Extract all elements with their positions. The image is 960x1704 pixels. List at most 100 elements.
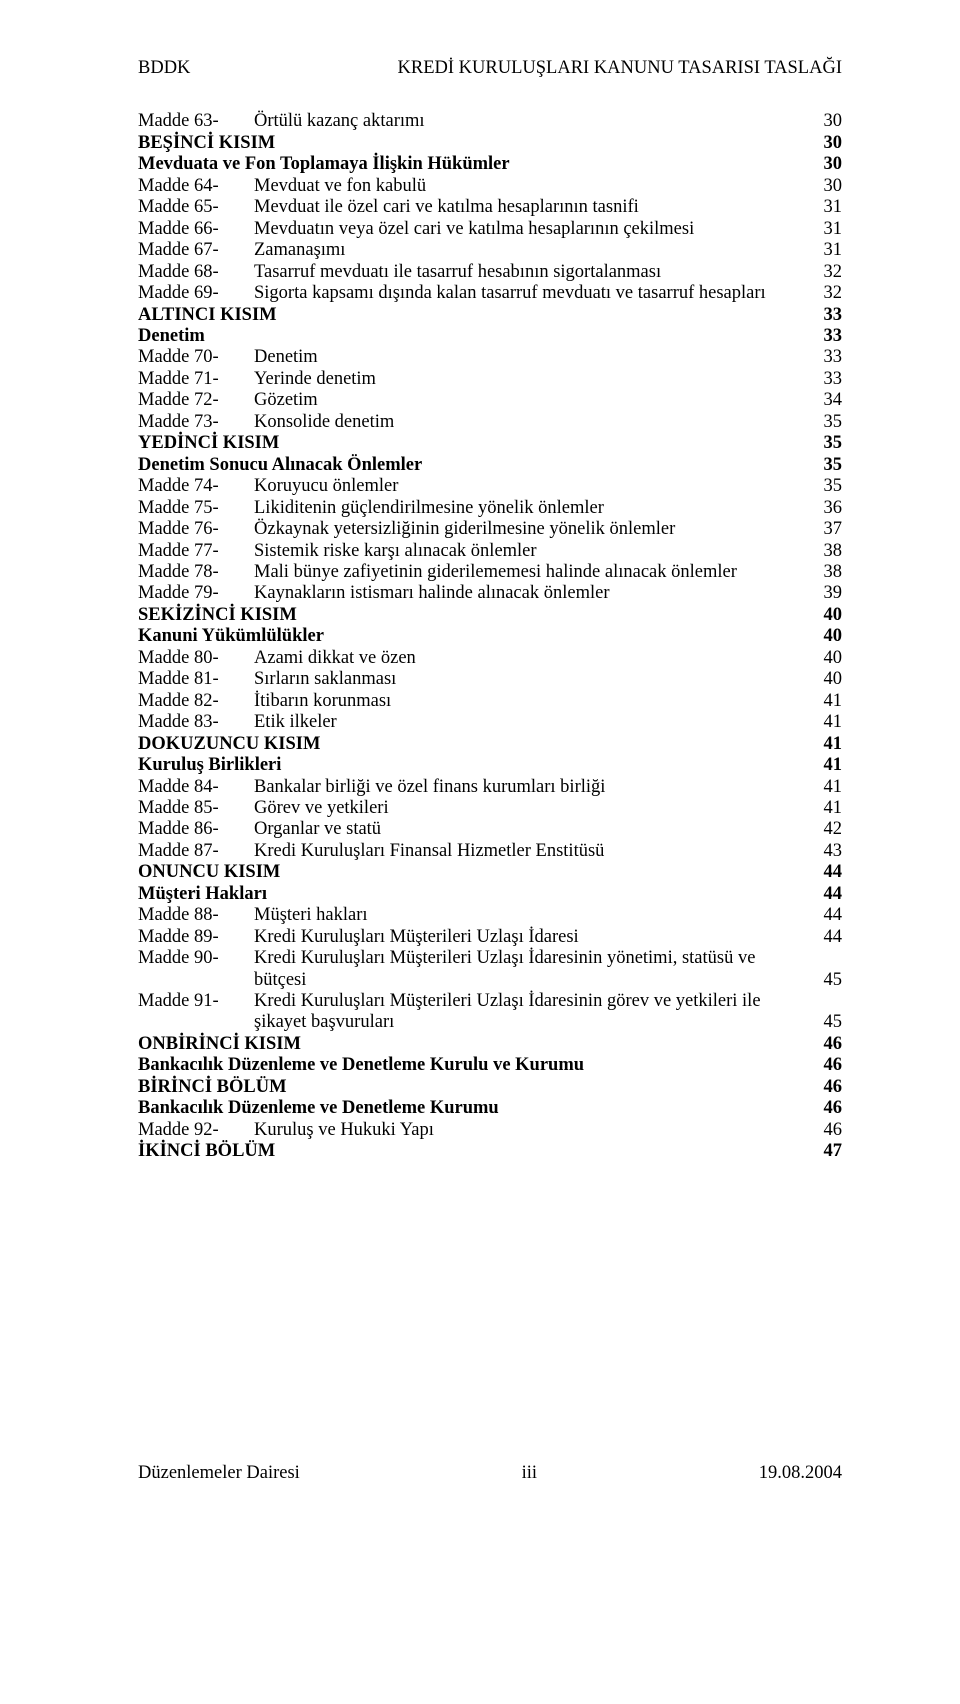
toc-entry-label: Madde 88-Müşteri hakları — [138, 905, 798, 926]
toc-entry-prefix: Madde 78- — [138, 562, 254, 583]
toc-entry-prefix: Madde 79- — [138, 583, 254, 604]
toc-row: Denetim 33 — [138, 326, 842, 347]
toc-entry-page: 30 — [798, 154, 842, 175]
toc-entry-label: Madde 74-Koruyucu önlemler — [138, 476, 798, 497]
toc-entry-page: 35 — [798, 433, 842, 454]
toc-entry-label: Mevduata ve Fon Toplamaya İlişkin Hüküml… — [138, 154, 798, 175]
toc-entry-label: BEŞİNCİ KISIM — [138, 133, 798, 154]
toc-row: Madde 74-Koruyucu önlemler35 — [138, 476, 842, 497]
toc-row: Madde 70-Denetim33 — [138, 347, 842, 368]
toc-entry-text: Görev ve yetkileri — [254, 798, 389, 818]
toc-entry-label: BİRİNCİ BÖLÜM — [138, 1077, 798, 1098]
toc-entry-label: Denetim Sonucu Alınacak Önlemler — [138, 455, 798, 476]
toc-entry-text: İKİNCİ BÖLÜM — [138, 1141, 275, 1161]
toc-entry-label: Madde 68-Tasarruf mevduatı ile tasarruf … — [138, 262, 798, 283]
toc-entry-page: 43 — [798, 841, 842, 862]
toc-entry-text: Denetim — [138, 326, 205, 346]
toc-entry-label: şikayet başvuruları — [138, 1012, 798, 1033]
header-right: KREDİ KURULUŞLARI KANUNU TASARISI TASLAĞ… — [398, 58, 842, 79]
toc-row: Madde 84-Bankalar birliği ve özel finans… — [138, 777, 842, 798]
toc-entry-page: 35 — [798, 412, 842, 433]
toc-entry-label: Madde 69-Sigorta kapsamı dışında kalan t… — [138, 283, 798, 304]
toc-entry-prefix: Madde 92- — [138, 1120, 254, 1141]
toc-entry-text: Etik ilkeler — [254, 712, 337, 732]
toc-row: bütçesi45 — [138, 970, 842, 991]
toc-entry-page: 36 — [798, 498, 842, 519]
toc-entry-text: BİRİNCİ BÖLÜM — [138, 1077, 287, 1097]
toc-entry-label: Bankacılık Düzenleme ve Denetleme Kurulu… — [138, 1055, 798, 1076]
toc-entry-page: 40 — [798, 605, 842, 626]
toc-row: Madde 90-Kredi Kuruluşları Müşterileri U… — [138, 948, 842, 969]
toc-entry-page: 32 — [798, 262, 842, 283]
toc-row: Madde 71-Yerinde denetim33 — [138, 369, 842, 390]
toc-entry-page: 40 — [798, 648, 842, 669]
toc-entry-text: SEKİZİNCİ KISIM — [138, 605, 297, 625]
toc-entry-page: 45 — [798, 1012, 842, 1033]
toc-row: Madde 66-Mevduatın veya özel cari ve kat… — [138, 219, 842, 240]
toc-entry-text: Müşteri Hakları — [138, 884, 267, 904]
toc-entry-text: ONBİRİNCİ KISIM — [138, 1034, 301, 1054]
toc-row: Madde 77-Sistemik riske karşı alınacak ö… — [138, 541, 842, 562]
toc-entry-label: ONUNCU KISIM — [138, 862, 798, 883]
toc-entry-page: 47 — [798, 1141, 842, 1162]
toc-entry-text: Sırların saklanması — [254, 669, 396, 689]
toc-row: Madde 80-Azami dikkat ve özen40 — [138, 648, 842, 669]
toc-entry-text: Konsolide denetim — [254, 412, 394, 432]
toc-row: ONUNCU KISIM 44 — [138, 862, 842, 883]
toc-entry-page: 33 — [798, 347, 842, 368]
header-left: BDDK — [138, 58, 190, 79]
toc-entry-label: Madde 85-Görev ve yetkileri — [138, 798, 798, 819]
toc-entry-page: 46 — [798, 1055, 842, 1076]
toc-entry-label: İKİNCİ BÖLÜM — [138, 1141, 798, 1162]
toc-entry-text: Sistemik riske karşı alınacak önlemler — [254, 541, 537, 561]
toc-entry-text: Bankalar birliği ve özel finans kurumlar… — [254, 777, 605, 797]
toc-entry-text: Müşteri hakları — [254, 905, 368, 925]
toc-entry-text: Likiditenin güçlendirilmesine yönelik ön… — [254, 498, 604, 518]
toc-row: Madde 88-Müşteri hakları44 — [138, 905, 842, 926]
toc-entry-text: Kuruluş ve Hukuki Yapı — [254, 1120, 434, 1140]
toc-entry-label: Denetim — [138, 326, 798, 347]
toc-row: Denetim Sonucu Alınacak Önlemler35 — [138, 455, 842, 476]
toc-entry-page: 44 — [798, 862, 842, 883]
toc-entry-text: Kaynakların istismarı halinde alınacak ö… — [254, 583, 609, 603]
toc-entry-text: ONUNCU KISIM — [138, 862, 280, 882]
toc-entry-prefix: Madde 89- — [138, 927, 254, 948]
toc-entry-text: Özkaynak yetersizliğinin giderilmesine y… — [254, 519, 675, 539]
toc-entry-page: 31 — [798, 240, 842, 261]
toc-row: Madde 76-Özkaynak yetersizliğinin gideri… — [138, 519, 842, 540]
toc-entry-label: Madde 92-Kuruluş ve Hukuki Yapı — [138, 1120, 798, 1141]
toc-entry-label: Madde 86-Organlar ve statü — [138, 819, 798, 840]
toc-entry-page: 31 — [798, 219, 842, 240]
toc-row: Mevduata ve Fon Toplamaya İlişkin Hüküml… — [138, 154, 842, 175]
toc-row: Bankacılık Düzenleme ve Denetleme Kurulu… — [138, 1055, 842, 1076]
toc-entry-prefix: Madde 91- — [138, 991, 254, 1012]
toc-row: Madde 64-Mevduat ve fon kabulü30 — [138, 176, 842, 197]
footer-left: Düzenlemeler Dairesi — [138, 1463, 300, 1484]
toc-entry-text: Kuruluş Birlikleri — [138, 755, 281, 775]
toc-entry-page: 45 — [798, 970, 842, 991]
toc-row: Madde 78-Mali bünye zafiyetinin giderile… — [138, 562, 842, 583]
toc-entry-page: 44 — [798, 905, 842, 926]
toc-entry-page: 37 — [798, 519, 842, 540]
toc-row: ONBİRİNCİ KISIM46 — [138, 1034, 842, 1055]
toc-entry-page: 33 — [798, 326, 842, 347]
toc-entry-text: şikayet başvuruları — [254, 1012, 394, 1032]
toc-row: Madde 92-Kuruluş ve Hukuki Yapı46 — [138, 1120, 842, 1141]
toc-entry-text: Kredi Kuruluşları Müşterileri Uzlaşı İda… — [254, 927, 579, 947]
toc-entry-prefix: Madde 76- — [138, 519, 254, 540]
toc-entry-text: Mali bünye zafiyetinin giderilememesi ha… — [254, 562, 737, 582]
toc-row: BİRİNCİ BÖLÜM46 — [138, 1077, 842, 1098]
toc-entry-label: Madde 82-İtibarın korunması — [138, 691, 798, 712]
toc-entry-page: 34 — [798, 390, 842, 411]
toc-entry-prefix: Madde 88- — [138, 905, 254, 926]
toc-row: Madde 63-Örtülü kazanç aktarımı30 — [138, 111, 842, 132]
toc-entry-prefix: Madde 74- — [138, 476, 254, 497]
toc-row: Madde 68-Tasarruf mevduatı ile tasarruf … — [138, 262, 842, 283]
toc-entry-text: Kredi Kuruluşları Finansal Hizmetler Ens… — [254, 841, 604, 861]
toc-entry-label: Madde 70-Denetim — [138, 347, 798, 368]
toc-entry-prefix: Madde 67- — [138, 240, 254, 261]
toc-entry-text: YEDİNCİ KISIM — [138, 433, 279, 453]
toc-entry-prefix: Madde 70- — [138, 347, 254, 368]
toc-entry-prefix: Madde 87- — [138, 841, 254, 862]
toc-entry-prefix: Madde 64- — [138, 176, 254, 197]
